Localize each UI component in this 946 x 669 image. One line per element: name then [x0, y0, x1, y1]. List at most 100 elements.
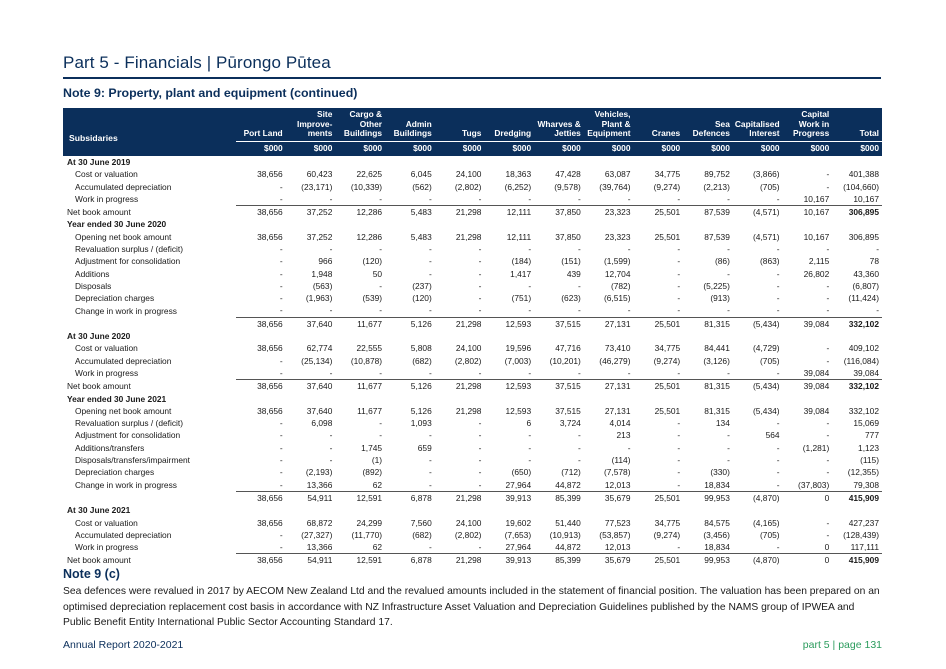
table-cell: -	[826, 181, 830, 192]
table-cell	[335, 330, 385, 342]
column-header: Cargo & Other Buildings	[335, 108, 386, 142]
table-cell: (12,355)	[847, 467, 879, 478]
table-cell: (5,434)	[732, 316, 783, 330]
table-cell: (563)	[312, 280, 333, 291]
column-header: Cranes	[633, 108, 684, 142]
table-cell: 81,315	[683, 379, 733, 393]
table-cell: -	[428, 542, 432, 553]
table-cell	[236, 392, 286, 404]
table-cell: 10,167	[803, 231, 830, 242]
table-cell: 24,100	[455, 169, 482, 180]
table-cell: -	[279, 256, 283, 267]
table-cell: -	[677, 367, 681, 378]
table-cell: -	[279, 244, 283, 254]
table-cell: 213	[616, 430, 631, 441]
table-cell	[584, 156, 634, 168]
table-cell: 6,878	[385, 553, 435, 567]
row-label: At 30 June 2019	[67, 156, 131, 167]
table-cell	[236, 330, 286, 342]
row-label: Accumulated depreciation	[75, 355, 172, 366]
table-cell: -	[776, 367, 780, 378]
table-cell	[385, 330, 435, 342]
table-cell	[286, 392, 336, 404]
table-cell: 15,069	[853, 418, 879, 429]
column-unit: $000	[732, 140, 783, 156]
table-cell: -	[677, 418, 681, 429]
table-cell: -	[379, 418, 383, 429]
table-cell: -	[279, 268, 283, 279]
table-cell: (237)	[412, 280, 432, 291]
table-cell: -	[478, 244, 482, 254]
table-row: Net book amount 38,656 37,252 12,286 5,483 21…	[63, 204, 882, 219]
table-cell: (27,327)	[301, 529, 333, 540]
table-cell: 5,126	[385, 316, 435, 330]
row-label: Additions	[75, 268, 110, 279]
table-cell: 38,656	[257, 343, 283, 354]
table-cell	[733, 218, 783, 230]
table-cell: 401,388	[848, 169, 879, 180]
table-cell: -	[627, 367, 631, 378]
column-unit: $000	[385, 140, 435, 156]
row-label: Opening net book amount	[75, 405, 172, 416]
table-cell: (705)	[760, 529, 780, 540]
row-label: Accumulated depreciation	[75, 181, 172, 192]
table-cell: 12,591	[335, 490, 386, 505]
table-cell	[335, 218, 385, 230]
table-cell: 39,084	[782, 379, 833, 393]
table-cell: 21,298	[434, 379, 485, 393]
table-cell: 409,102	[848, 343, 879, 354]
table-cell: 62	[372, 479, 383, 490]
table-cell	[286, 156, 336, 168]
table-cell: 43,360	[853, 268, 879, 279]
table-cell: 659	[417, 442, 432, 453]
table-cell: -	[776, 293, 780, 304]
table-cell: (46,279)	[599, 355, 631, 366]
table-cell: 27,964	[505, 542, 532, 553]
table-cell: (10,339)	[350, 181, 383, 192]
table-header-row: Subsidaries Port Land Site Improve- ments…	[63, 108, 882, 156]
row-label: Revaluation surplus / (deficit)	[75, 418, 183, 429]
table-cell	[683, 330, 733, 342]
table-cell: (650)	[511, 467, 532, 478]
row-label	[63, 317, 236, 330]
table-cell: 11,677	[335, 379, 386, 393]
table-cell	[534, 504, 584, 516]
table-cell	[534, 156, 584, 168]
table-cell: 21,298	[434, 490, 485, 505]
table-cell: 13,366	[306, 479, 333, 490]
table-cell: 25,501	[654, 405, 681, 416]
table-cell: (10,201)	[549, 355, 581, 366]
table-cell: (3,866)	[753, 169, 780, 180]
table-cell: 19,602	[505, 517, 532, 528]
row-label: Adjustment for consolidation	[75, 256, 181, 267]
table-cell: 24,100	[455, 517, 482, 528]
table-cell: 21,298	[455, 405, 482, 416]
table-cell: (6,515)	[603, 293, 631, 304]
table-cell: 415,909	[832, 490, 882, 505]
footer-separator: |	[832, 639, 836, 651]
column-unit: $000	[285, 140, 336, 156]
table-cell: 117,111	[850, 542, 879, 553]
table-cell: -	[329, 430, 333, 441]
part-title: Part 5 - Financials | Pūrongo Pūtea	[63, 53, 331, 72]
table-cell: -	[279, 293, 283, 304]
table-cell: -	[578, 430, 581, 441]
table-cell: -	[826, 529, 830, 540]
table-cell: (7,003)	[504, 355, 532, 366]
table-cell: (1)	[371, 455, 383, 466]
table-cell: (913)	[710, 293, 730, 304]
table-cell: -	[727, 430, 730, 441]
table-cell	[385, 392, 435, 404]
table-cell: -	[826, 517, 830, 528]
table-cell: 5,483	[385, 204, 435, 219]
table-cell: (4,870)	[732, 553, 783, 567]
table-cell	[783, 504, 833, 516]
table-row: Revaluation surplus / (deficit) - - - - - - - - -…	[63, 243, 882, 255]
table-cell: 27,131	[583, 316, 634, 330]
table-cell: -	[776, 280, 780, 291]
table-cell: 12,013	[604, 479, 631, 490]
table-cell	[832, 218, 882, 230]
table-cell: -	[478, 467, 482, 478]
table-cell: 38,656	[236, 553, 286, 567]
table-cell: 1,948	[311, 268, 333, 279]
